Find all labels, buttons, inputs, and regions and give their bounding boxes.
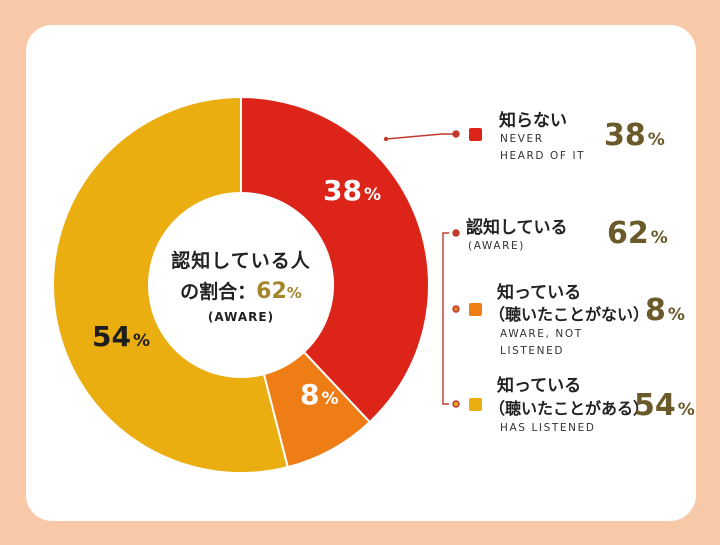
legend-listened-no-en: AWARE, NOT LISTENED	[500, 326, 583, 360]
slice-label-listened-yes-unit: %	[132, 331, 151, 351]
bracket-dot-aware	[452, 229, 460, 237]
legend-aware-jp: 認知している	[466, 218, 568, 238]
slice-label-listened-no-unit: %	[321, 389, 339, 409]
legend-swatch-listened-yes	[469, 398, 482, 411]
legend-listened-yes-pct-value: 54	[634, 388, 676, 423]
legend-never-pct-unit: %	[647, 130, 665, 150]
legend-connectors	[383, 130, 460, 408]
donut-slice-listened_yes	[52, 95, 289, 474]
legend-listened-no-jp2: （聴いたことがない）	[489, 305, 650, 324]
legend-aware-pct-unit: %	[650, 228, 668, 248]
legend-swatch-listened-no	[469, 303, 482, 316]
legend-never-pct-value: 38	[604, 118, 646, 153]
center-value-number: 62	[256, 279, 287, 304]
center-prefix: の割合：	[180, 281, 257, 303]
slice-label-listened-no: 8%	[300, 378, 339, 411]
legend-listened-yes-jp2: （聴いたことがある）	[489, 399, 650, 418]
legend-listened-no-pct-unit: %	[667, 305, 685, 325]
bracket-dot-notlistened	[452, 305, 460, 313]
legend-listened-yes-pct-unit: %	[677, 400, 695, 420]
legend-never-en-line1: NEVER	[500, 133, 544, 145]
legend-aware-pct: 62%	[607, 216, 668, 251]
connector-dot-never-end	[383, 136, 389, 142]
legend-listened-yes-pct: 54%	[634, 388, 695, 423]
slice-label-listened-no-value: 8	[300, 378, 320, 411]
slice-label-listened-yes: 54%	[92, 320, 150, 353]
legend-aware-en: (AWARE)	[468, 240, 525, 252]
connector-never	[385, 133, 456, 140]
center-subtitle: の割合：62%	[162, 277, 320, 304]
slice-label-listened-yes-value: 54	[92, 320, 131, 353]
legend-never-en-line2: HEARD OF IT	[500, 150, 586, 162]
legend-aware-pct-value: 62	[607, 216, 649, 251]
legend-never-pct: 38%	[604, 118, 665, 153]
legend-listened-yes-en: HAS LISTENED	[500, 422, 596, 434]
legend-listened-no-pct: 8%	[645, 293, 685, 328]
center-title: 認知している人	[171, 250, 311, 272]
legend-never-jp: 知らない	[499, 111, 567, 131]
donut-slices	[52, 95, 430, 474]
center-value-unit: %	[286, 284, 302, 302]
donut-center-label: 認知している人 の割合：62% (AWARE)	[162, 246, 320, 324]
legend-never-en: NEVER HEARD OF IT	[500, 131, 585, 165]
connector-dot-never	[452, 130, 460, 138]
legend-listened-yes-jp1: 知っている	[497, 376, 582, 396]
legend-listened-no-jp1: 知っている	[497, 283, 582, 303]
legend-listened-no-en-line2: LISTENED	[500, 345, 565, 357]
legend-swatch-never	[469, 128, 482, 141]
legend-listened-no-pct-value: 8	[645, 293, 666, 328]
slice-label-never-value: 38	[323, 174, 362, 207]
bracket-dot-listened	[452, 400, 460, 408]
legend-listened-no-en-line1: AWARE, NOT	[500, 328, 583, 340]
center-aware-label: (AWARE)	[207, 310, 275, 324]
bracket-aware	[442, 232, 449, 405]
center-value: 62%	[256, 279, 302, 304]
slice-label-never: 38%	[323, 174, 381, 207]
donut-slice-never	[240, 95, 430, 424]
slice-label-never-unit: %	[363, 185, 382, 205]
